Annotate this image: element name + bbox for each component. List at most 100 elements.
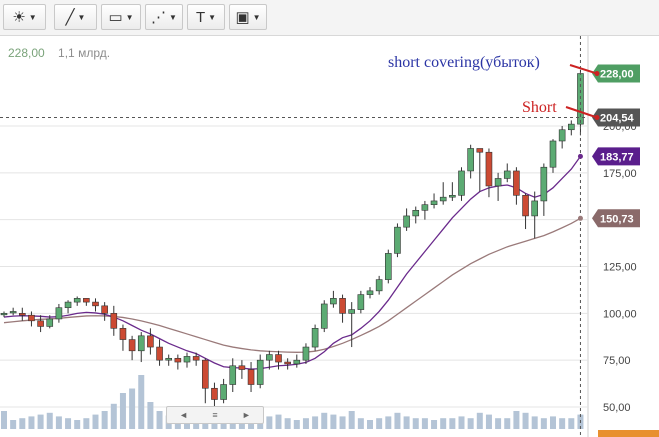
volume-bar [440, 418, 447, 429]
chevron-down-icon: ▼ [125, 12, 134, 22]
price-info: 228,00 1,1 млрд. [8, 46, 120, 60]
candle-body [55, 307, 63, 320]
volume-bar [321, 412, 328, 429]
candle-body [266, 354, 273, 361]
volume-bar [550, 416, 556, 429]
indicators-button[interactable]: ☀ ▼ [3, 4, 46, 30]
scroll-handle-icon[interactable]: ≡ [212, 410, 218, 420]
y-tick-label: 125,00 [603, 262, 637, 274]
volume-bar [431, 420, 438, 429]
candle-body [348, 309, 356, 314]
volume-bar [421, 418, 428, 429]
text-tool-button[interactable]: T ▼ [187, 4, 225, 30]
candle-body [403, 215, 410, 228]
candle-body [284, 361, 291, 365]
candle-body [165, 357, 172, 361]
volume-bar [147, 402, 154, 429]
candle-body [467, 148, 474, 172]
volume-bar [504, 418, 511, 429]
candle-body [128, 339, 136, 352]
volume-bar [467, 418, 474, 429]
volume-bar [531, 416, 538, 429]
volume-bar [46, 412, 53, 429]
chevron-down-icon: ▼ [252, 12, 261, 22]
candle-body [101, 305, 108, 314]
candle-body [503, 170, 511, 179]
candle-body [439, 196, 447, 202]
annotation-short: Short [522, 99, 557, 116]
y-tick-label: 75,00 [603, 355, 631, 367]
candle-body [384, 253, 392, 280]
volume-bar [495, 418, 502, 429]
volume-bar [339, 416, 346, 429]
chevron-down-icon: ▼ [28, 12, 37, 22]
candle-body [540, 166, 548, 202]
price-tag-label: 150,73 [600, 213, 634, 225]
text-tool-icon: T [195, 8, 206, 26]
price-tag [592, 108, 640, 127]
volume-bar [485, 414, 492, 429]
annotation-arrow-head [594, 71, 600, 77]
candle-body [531, 200, 539, 217]
candle-body [147, 335, 154, 348]
volume-bar [83, 418, 90, 429]
volume-bar [449, 418, 456, 429]
volume-bar [284, 418, 291, 429]
candle-body [458, 170, 465, 196]
volume-bar [1, 411, 7, 429]
sun-icon: ☀ [12, 8, 26, 26]
price-chart[interactable]: 50,0075,00100,00125,00150,00175,00200,00… [0, 36, 659, 437]
y-tick-label: 50,00 [603, 402, 631, 414]
price-tag-label: 183,77 [600, 151, 634, 163]
candle-body [293, 359, 301, 365]
scroll-left-icon[interactable]: ◄ [179, 410, 189, 420]
volume-bar [522, 412, 529, 429]
fibonacci-tools-button[interactable]: ⋰ ▼ [145, 4, 183, 30]
volume-bar [559, 418, 566, 429]
volume-bar [275, 414, 282, 429]
volume-bar [10, 420, 17, 429]
candle-body [430, 200, 438, 205]
candle-body [192, 356, 200, 361]
candle-body [183, 356, 191, 363]
ma-fast-line [3, 156, 581, 370]
candle-body [202, 359, 209, 389]
candle-body [256, 359, 264, 385]
volume-bar [37, 414, 44, 429]
volume-bar [19, 418, 26, 429]
chart-toolbar: ☀ ▼ ╱ ▼ ▭ ▼ ⋰ ▼ T ▼ ▣ ▼ [0, 0, 659, 36]
volume-bar [110, 403, 117, 429]
candle-body [229, 365, 237, 385]
candle-body [485, 151, 493, 187]
candle-body [37, 320, 44, 327]
drawing-tools-button[interactable]: ╱ ▼ [54, 4, 97, 30]
candle-body [211, 387, 218, 400]
candle-body [18, 313, 26, 316]
volume-bar [367, 420, 373, 429]
candle-body [302, 346, 310, 361]
candle-body [567, 123, 575, 131]
scroll-right-icon[interactable]: ► [241, 410, 251, 420]
volume-bar [92, 414, 99, 429]
candle-body [110, 313, 118, 329]
price-tag [592, 209, 640, 228]
candle-body [238, 365, 246, 370]
candle-body [174, 357, 182, 363]
image-button[interactable]: ▣ ▼ [229, 4, 267, 30]
volume-value: 1,1 млрд. [58, 46, 111, 60]
candle-body [339, 298, 346, 314]
candle-body [92, 301, 99, 307]
candle-body [357, 294, 365, 310]
chart-pager[interactable]: ◄ ≡ ► [166, 406, 264, 424]
price-tag [592, 64, 640, 83]
volume-bar [568, 418, 575, 429]
rectangle-tool-icon: ▭ [108, 8, 123, 26]
ma-fast-endpoint [577, 153, 583, 159]
volume-bar [28, 416, 35, 429]
shape-tools-button[interactable]: ▭ ▼ [101, 4, 141, 30]
y-tick-label: 175,00 [603, 168, 637, 180]
volume-bar [138, 375, 145, 429]
candle-body [28, 314, 35, 322]
candle-body [275, 354, 282, 363]
candle-body [366, 290, 374, 295]
